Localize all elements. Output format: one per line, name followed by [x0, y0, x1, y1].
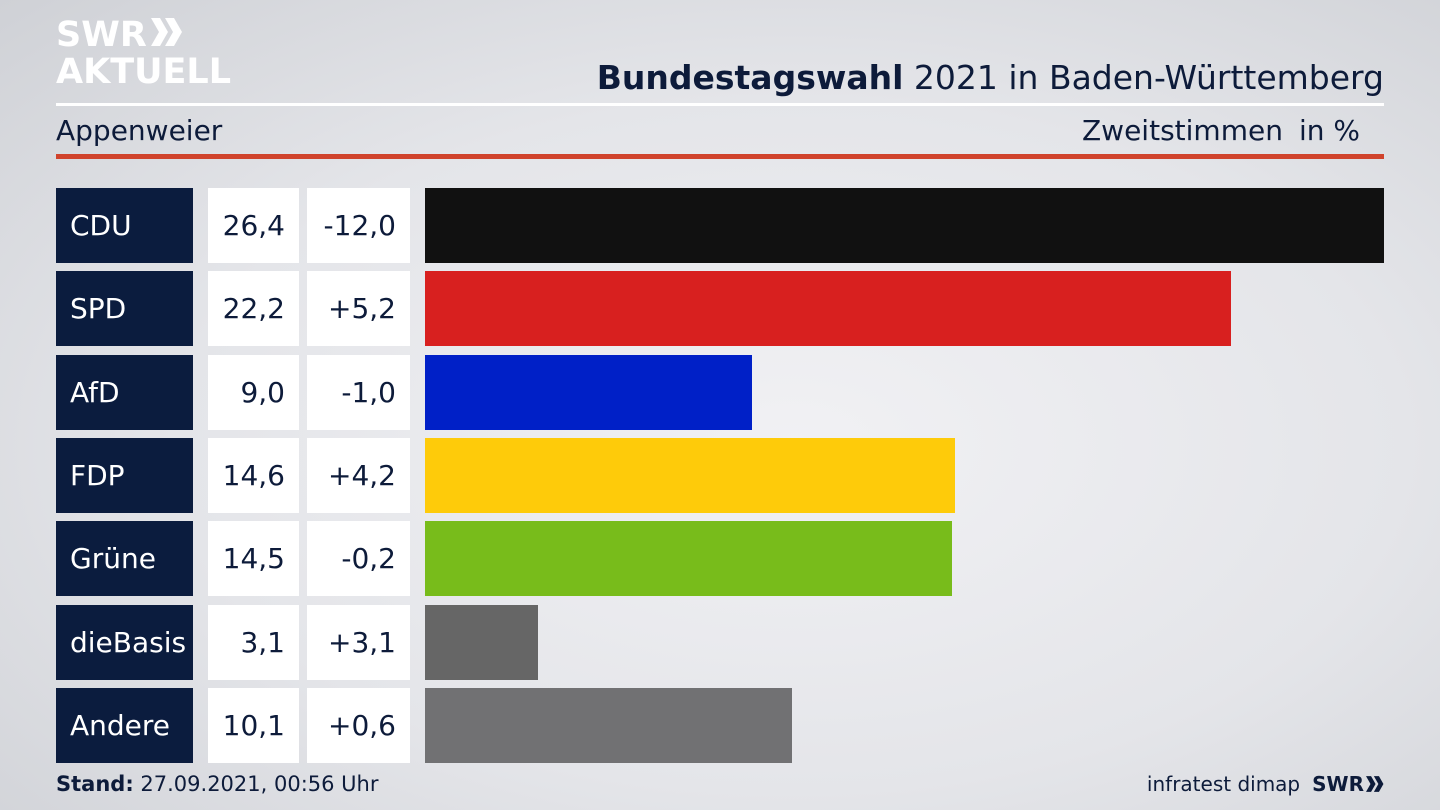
title-bold: Bundestagswahl — [596, 58, 904, 97]
diff-label: -12,0 — [307, 188, 410, 263]
bar — [425, 688, 792, 763]
result-row: SPD 22,2 +5,2 — [56, 271, 1384, 346]
title-rest: 2021 in Baden-Württemberg — [903, 58, 1384, 97]
footer-swr-logo: SWR — [1312, 772, 1384, 796]
source-label: infratest dimap — [1146, 772, 1301, 796]
footer-brand: SWR — [1312, 772, 1364, 796]
value-label: 26,4 — [208, 188, 299, 263]
diff-label: +0,6 — [307, 688, 410, 763]
diff-label: +5,2 — [307, 271, 410, 346]
result-row: CDU 26,4 -12,0 — [56, 188, 1384, 263]
footer-credits: infratest dimap SWR — [1147, 772, 1384, 796]
page-title: Bundestagswahl 2021 in Baden-Württemberg — [597, 58, 1384, 97]
value-label: 10,1 — [208, 688, 299, 763]
chevrons-icon — [150, 18, 183, 53]
diff-label: -0,2 — [307, 521, 410, 596]
result-row: Andere 10,1 +0,6 — [56, 688, 1384, 763]
party-label: CDU — [56, 188, 193, 263]
value-label: 22,2 — [208, 271, 299, 346]
party-label: SPD — [56, 271, 193, 346]
result-row: dieBasis 3,1 +3,1 — [56, 605, 1384, 680]
logo-aktuell-text: AKTUELL — [56, 52, 232, 92]
diff-label: +4,2 — [307, 438, 410, 513]
diff-label: +3,1 — [307, 605, 410, 680]
result-row: AfD 9,0 -1,0 — [56, 355, 1384, 430]
footer-chevrons-icon — [1366, 776, 1384, 792]
unit-label: in % — [1299, 114, 1361, 147]
diff-label: -1,0 — [307, 355, 410, 430]
timestamp: Stand: 27.09.2021, 00:56 Uhr — [56, 772, 379, 796]
bar — [425, 605, 538, 680]
bar — [425, 521, 952, 596]
metric-label: Zweitstimmen — [1082, 114, 1283, 147]
bar — [425, 188, 1384, 263]
bar — [425, 271, 1231, 346]
stand-label: Stand: — [56, 772, 134, 796]
region-label: Appenweier — [56, 114, 223, 147]
value-label: 14,6 — [208, 438, 299, 513]
party-label: FDP — [56, 438, 193, 513]
bar — [425, 355, 752, 430]
value-label: 9,0 — [208, 355, 299, 430]
result-row: FDP 14,6 +4,2 — [56, 438, 1384, 513]
logo-swr-text: SWR — [56, 15, 147, 55]
header-divider — [56, 103, 1384, 106]
accent-divider — [56, 154, 1384, 159]
value-label: 14,5 — [208, 521, 299, 596]
party-label: AfD — [56, 355, 193, 430]
party-label: Andere — [56, 688, 193, 763]
stand-value: 27.09.2021, 00:56 Uhr — [133, 772, 379, 796]
party-label: dieBasis — [56, 605, 193, 680]
bar — [425, 438, 955, 513]
value-label: 3,1 — [208, 605, 299, 680]
result-row: Grüne 14,5 -0,2 — [56, 521, 1384, 596]
party-label: Grüne — [56, 521, 193, 596]
swr-aktuell-logo: SWR AKTUELL — [56, 18, 231, 90]
